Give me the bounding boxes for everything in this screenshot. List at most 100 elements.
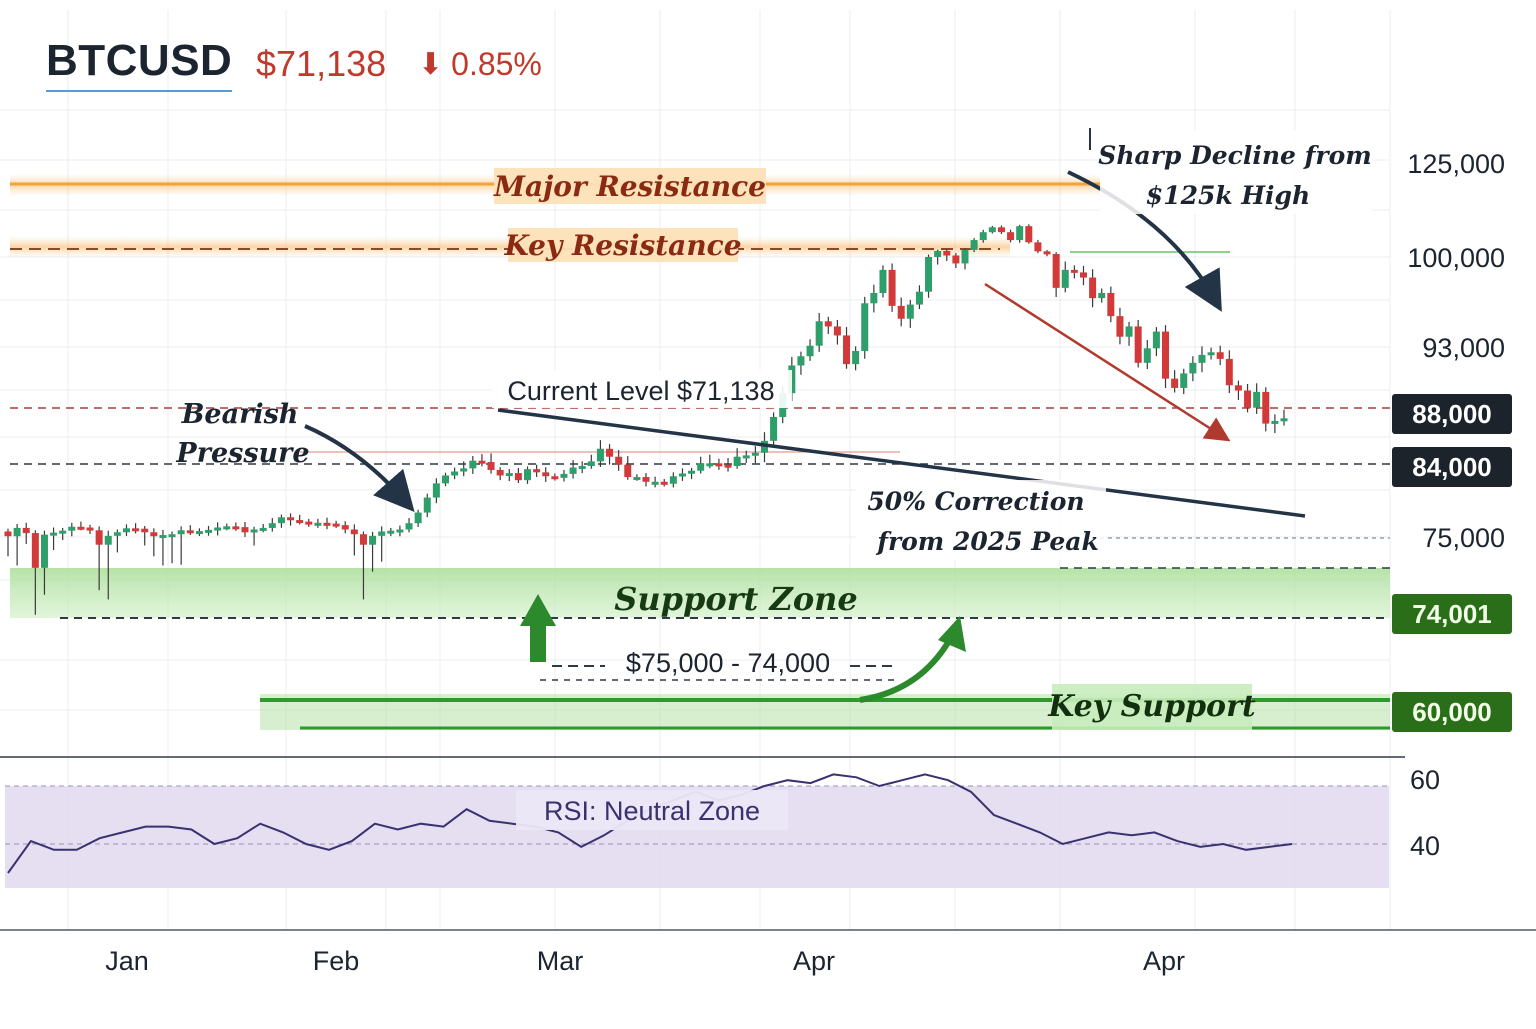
candle-body [1052,253,1060,288]
rsi-label: RSI: Neutral Zone [544,796,760,826]
candle-body [724,464,732,468]
candle-body [715,463,723,467]
candle-body [478,460,486,464]
candle-body [241,527,249,533]
candle-body [1107,293,1115,317]
candle-body [268,523,276,528]
candle-body [688,470,696,474]
candle-body [678,473,686,477]
candle-body [250,529,258,533]
svg-text:88,000: 88,000 [1412,399,1492,429]
sharp-decline-arrow [1067,170,1222,312]
candle-body [1061,269,1069,288]
correction-label-bg [856,480,1106,560]
candle-body [815,321,823,346]
candle-body [423,497,431,513]
candle-body [669,476,677,484]
candle-body [1271,420,1279,424]
candle-body [915,291,923,305]
candle-body [323,522,331,526]
candle-body [797,356,805,366]
last-price: $71,138 [256,43,387,84]
candle-body [1198,354,1206,363]
y-axis-tick-100000: 100,000 [1407,243,1505,273]
symbol-title[interactable]: BTCUSD [46,34,233,92]
candle-body [1089,277,1097,299]
candle-body [760,440,768,453]
x-axis-tick-0: Jan [105,946,149,976]
y-axis-tick-75000: 75,000 [1422,523,1505,553]
candle-body [1162,331,1170,379]
descending-trend-line [497,408,1306,518]
key-resistance-label-bg [508,228,738,262]
major-resistance-label: Major Resistance [493,170,766,203]
candle-body [132,528,140,532]
candle-body [961,249,969,264]
candle-body [95,530,103,545]
candle-body [396,529,404,533]
candle-body [232,526,240,530]
y-axis-tick-125000: 125,000 [1407,149,1505,179]
candle-body [861,303,869,351]
candle-body [104,535,112,545]
support-curve-arrow-head [938,616,966,652]
y-axis-tick-93000: 93,000 [1422,333,1505,363]
candle-body [606,448,614,457]
candle-body [1244,390,1252,408]
change-percent: 0.85% [451,45,542,82]
x-axis-tick-1: Feb [313,946,360,976]
sharp-decline-label-bg [1100,130,1372,214]
candle-body [168,534,176,538]
candle-body [1043,251,1051,255]
candle-body [906,304,914,319]
candle-body [259,527,267,531]
candle-body [4,531,12,537]
x-axis-tick-4: Apr [1143,946,1185,976]
candle-body [542,472,550,477]
candle-body [1216,352,1224,359]
candle-body [1116,316,1124,337]
candle-body [633,477,641,481]
candle-body [1079,272,1087,278]
bearish-pressure-label-1: Bearish [181,399,299,430]
key-resistance-label: Key Resistance [503,229,741,262]
candle-body [451,471,459,476]
candle-body [205,529,213,533]
candle-body [378,531,386,536]
down-arrow-icon: ⬇ [418,47,444,81]
candle-body [40,534,48,568]
key-support-label: Key Support [1047,689,1256,724]
candle-body [897,305,905,319]
candle-body [943,250,951,256]
candle-body [159,535,167,539]
svg-text:74,001: 74,001 [1412,599,1492,629]
candle-body [706,463,714,467]
candle-body [651,481,659,485]
candle-body [1016,226,1024,241]
candle-body [1180,373,1188,388]
candle-body [414,512,422,524]
candle-body [551,476,559,480]
candle-body [59,530,67,534]
candle-body [514,473,522,481]
candle-body [122,528,130,533]
candle-body [979,232,987,241]
candle-body [287,517,295,521]
rsi-tick-60: 60 [1410,765,1440,795]
x-axis-tick-2: Mar [537,946,584,976]
candle-body [1262,391,1270,424]
candle-body [31,533,39,568]
correction-label-1: 50% Correction [867,487,1084,516]
candle-body [359,534,367,545]
candle-body [733,456,741,466]
rsi-label-bg [516,790,788,830]
candle-body [332,523,340,527]
candle-body [296,520,304,524]
price-label-88000: 88,000 [1392,394,1512,434]
candle-body [934,250,942,257]
candle-body [432,483,440,498]
candle-body [13,527,21,537]
svg-text:60,000: 60,000 [1412,697,1492,727]
candle-body [1280,418,1288,422]
